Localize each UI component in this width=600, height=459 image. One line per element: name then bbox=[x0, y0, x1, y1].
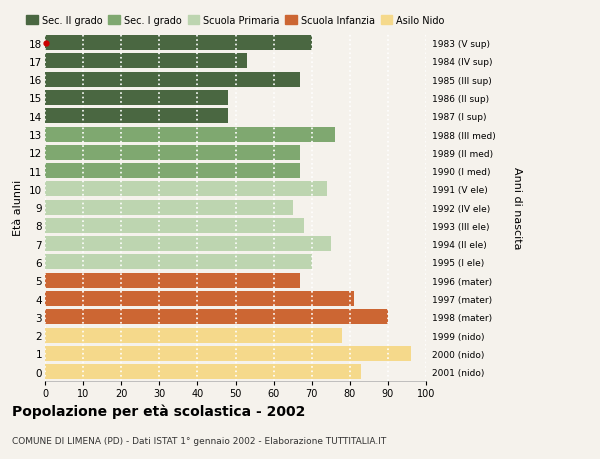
Y-axis label: Anni di nascita: Anni di nascita bbox=[512, 167, 522, 249]
Bar bbox=[45, 273, 300, 288]
Bar bbox=[45, 127, 335, 142]
Bar bbox=[45, 310, 388, 325]
Bar bbox=[45, 73, 300, 88]
Bar bbox=[45, 291, 353, 306]
Bar bbox=[45, 36, 312, 51]
Bar bbox=[45, 218, 304, 234]
Bar bbox=[45, 164, 300, 179]
Bar bbox=[45, 200, 293, 215]
Text: Popolazione per età scolastica - 2002: Popolazione per età scolastica - 2002 bbox=[12, 404, 305, 419]
Bar bbox=[45, 237, 331, 252]
Bar bbox=[45, 91, 228, 106]
Bar bbox=[45, 328, 342, 343]
Bar bbox=[45, 255, 312, 270]
Bar bbox=[45, 364, 361, 379]
Text: COMUNE DI LIMENA (PD) - Dati ISTAT 1° gennaio 2002 - Elaborazione TUTTITALIA.IT: COMUNE DI LIMENA (PD) - Dati ISTAT 1° ge… bbox=[12, 436, 386, 445]
Y-axis label: Età alunni: Età alunni bbox=[13, 179, 23, 236]
Bar bbox=[45, 109, 228, 124]
Bar bbox=[45, 346, 411, 361]
Bar bbox=[45, 182, 327, 197]
Bar bbox=[45, 146, 300, 161]
Bar bbox=[45, 54, 247, 69]
Legend: Sec. II grado, Sec. I grado, Scuola Primaria, Scuola Infanzia, Asilo Nido: Sec. II grado, Sec. I grado, Scuola Prim… bbox=[26, 16, 445, 26]
